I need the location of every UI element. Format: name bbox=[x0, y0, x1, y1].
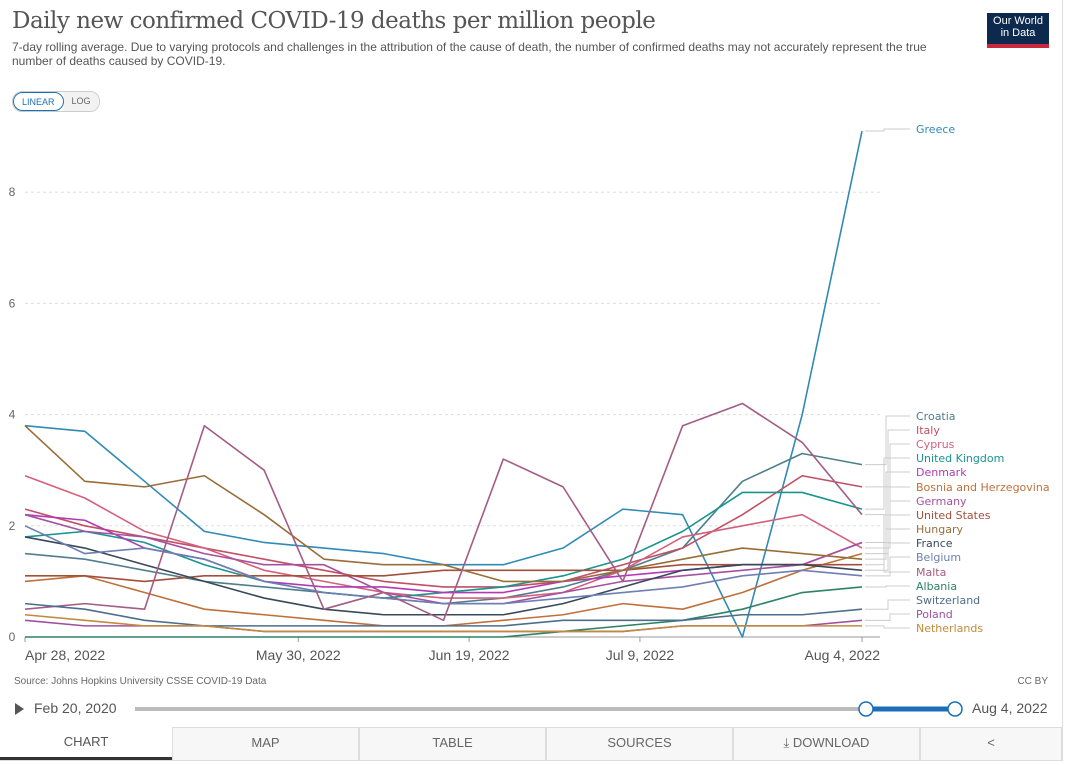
y-tick-label: 6 bbox=[9, 296, 16, 310]
legend-label[interactable]: Switzerland bbox=[916, 594, 980, 607]
legend-label[interactable]: Denmark bbox=[916, 466, 967, 479]
y-tick-label: 4 bbox=[9, 408, 16, 422]
series-line-albania[interactable] bbox=[25, 586, 863, 638]
legend-connector bbox=[865, 556, 910, 577]
timeline-end-label: Aug 4, 2022 bbox=[972, 700, 1048, 716]
series-line-greece[interactable] bbox=[24, 130, 863, 638]
scale-toggle: LINEAR LOG bbox=[12, 91, 100, 112]
tab-table[interactable]: TABLE bbox=[359, 727, 546, 760]
legend-label[interactable]: Poland bbox=[916, 608, 953, 621]
legend-connector bbox=[865, 613, 910, 621]
series-line-belgium[interactable] bbox=[24, 525, 863, 605]
legend-label[interactable]: Germany bbox=[916, 495, 967, 508]
legend-connector bbox=[865, 542, 910, 571]
legend-label[interactable]: United Kingdom bbox=[916, 452, 1004, 465]
legend-label[interactable]: Bosnia and Herzegovina bbox=[916, 481, 1050, 494]
legend-label[interactable]: Netherlands bbox=[916, 622, 983, 635]
y-tick-label: 2 bbox=[9, 519, 16, 533]
tab-download[interactable]: ⤓ DOWNLOAD bbox=[733, 727, 920, 760]
series-line-france[interactable] bbox=[24, 536, 863, 616]
tab-bar: CHART MAP TABLE SOURCES ⤓ DOWNLOAD < bbox=[0, 727, 1062, 760]
chart-subtitle: 7-day rolling average. Due to varying pr… bbox=[12, 40, 927, 68]
x-tick-label: Aug 4, 2022 bbox=[804, 647, 880, 663]
legend-label[interactable]: Belgium bbox=[916, 551, 961, 564]
series-line-united-states[interactable] bbox=[25, 563, 862, 583]
share-icon: < bbox=[987, 735, 995, 750]
timeline-start-label: Feb 20, 2020 bbox=[34, 700, 117, 716]
logo-text-2: in Data bbox=[1000, 27, 1036, 39]
legend-label[interactable]: Croatia bbox=[916, 410, 956, 423]
y-tick-label: 0 bbox=[9, 630, 16, 644]
series-line-netherlands[interactable] bbox=[24, 613, 862, 633]
legend-connector bbox=[865, 625, 910, 629]
legend-label[interactable]: Hungary bbox=[916, 523, 963, 536]
legend-label[interactable]: Albania bbox=[916, 580, 957, 593]
legend-connector bbox=[865, 486, 910, 555]
license-link[interactable]: CC BY bbox=[1017, 676, 1048, 687]
legend-label[interactable]: Greece bbox=[916, 123, 955, 136]
legend-connector bbox=[865, 500, 910, 543]
x-tick-label: Jul 9, 2022 bbox=[606, 647, 675, 663]
x-tick-label: Apr 28, 2022 bbox=[25, 647, 105, 663]
legend-label[interactable]: United States bbox=[916, 509, 991, 522]
legend-label[interactable]: Cyprus bbox=[916, 438, 955, 451]
legend-connector bbox=[865, 599, 910, 610]
legend-connector bbox=[865, 528, 910, 560]
series-line-hungary[interactable] bbox=[24, 425, 863, 583]
play-icon[interactable] bbox=[15, 703, 24, 715]
legend-connector bbox=[865, 443, 910, 549]
source-note: Source: Johns Hopkins University CSSE CO… bbox=[14, 676, 267, 687]
y-tick-label: 8 bbox=[9, 185, 16, 199]
owid-logo[interactable]: Our World in Data bbox=[987, 13, 1049, 48]
x-tick-label: May 30, 2022 bbox=[256, 647, 341, 663]
series-line-malta[interactable] bbox=[24, 402, 863, 622]
series-line-italy[interactable] bbox=[24, 474, 863, 588]
share-button[interactable]: < bbox=[920, 727, 1062, 760]
legend-connector bbox=[865, 415, 910, 466]
legend-connector bbox=[865, 128, 910, 132]
legend-connector bbox=[865, 457, 910, 510]
legend-label[interactable]: France bbox=[916, 537, 953, 550]
legend-label[interactable]: Italy bbox=[916, 424, 940, 437]
series-line-switzerland[interactable] bbox=[24, 602, 863, 627]
tab-sources[interactable]: SOURCES bbox=[546, 727, 733, 760]
download-icon: ⤓ bbox=[783, 735, 793, 750]
line-chart: 0 2 4 6 8 Apr 28, 2022 May 30, 2022 Jun 19, 202… bbox=[9, 123, 1050, 663]
linear-button[interactable]: LINEAR bbox=[13, 92, 64, 111]
legend-label[interactable]: Malta bbox=[916, 566, 946, 579]
tab-map[interactable]: MAP bbox=[172, 727, 359, 760]
series-line-cyprus[interactable] bbox=[24, 475, 863, 599]
x-tick-label: Jun 19, 2022 bbox=[429, 647, 510, 663]
log-button[interactable]: LOG bbox=[63, 92, 99, 111]
download-label: DOWNLOAD bbox=[792, 735, 870, 750]
tab-chart[interactable]: CHART bbox=[0, 727, 172, 760]
legend-connector bbox=[865, 514, 910, 573]
series-line-united-kingdom[interactable] bbox=[24, 491, 863, 599]
logo-text-1: Our World bbox=[993, 15, 1043, 27]
chart-title: Daily new confirmed COVID-19 deaths per … bbox=[12, 8, 656, 34]
legend-connector bbox=[865, 585, 910, 588]
